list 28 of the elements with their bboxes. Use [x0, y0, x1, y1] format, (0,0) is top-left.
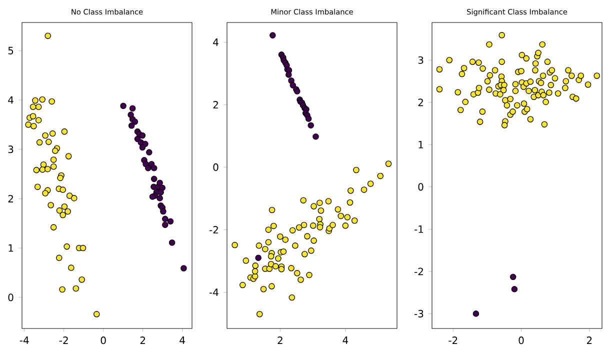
y-tick-label: 4 — [213, 38, 218, 46]
y-tick-label: -2 — [209, 226, 218, 234]
x-tick-label: 4 — [342, 336, 348, 344]
x-tick-label: 0 — [100, 336, 106, 344]
x-tick-label: -2 — [59, 336, 68, 344]
x-tick-label: 0 — [518, 336, 524, 344]
y-tick-label: 0 — [213, 163, 218, 171]
y-tick-label: 5 — [8, 46, 14, 54]
x-tick-label: 4 — [180, 336, 185, 344]
x-tick-label: 2 — [278, 336, 282, 344]
y-tick-label: 4 — [8, 96, 14, 104]
y-tick-label: 1 — [8, 244, 14, 252]
y-tick-label: -2 — [414, 267, 423, 275]
x-tick-label: 2 — [140, 336, 146, 344]
y-tick-label: 2 — [8, 194, 13, 202]
y-tick-label: 0 — [418, 182, 424, 190]
x-tick-label: 2 — [586, 336, 592, 344]
y-tick-label: -3 — [414, 310, 424, 318]
y-tick-label: 2 — [213, 100, 218, 108]
y-tick-label: 0 — [8, 293, 14, 301]
y-tick-label: -1 — [414, 225, 424, 233]
x-tick-label: -4 — [20, 336, 29, 344]
y-tick-label: 2 — [418, 98, 423, 106]
y-tick-label: 1 — [418, 140, 424, 148]
y-tick-label: 3 — [8, 145, 14, 153]
x-tick-label: -2 — [448, 336, 458, 344]
y-tick-label: 3 — [418, 56, 424, 64]
y-tick-label: -4 — [209, 288, 218, 296]
